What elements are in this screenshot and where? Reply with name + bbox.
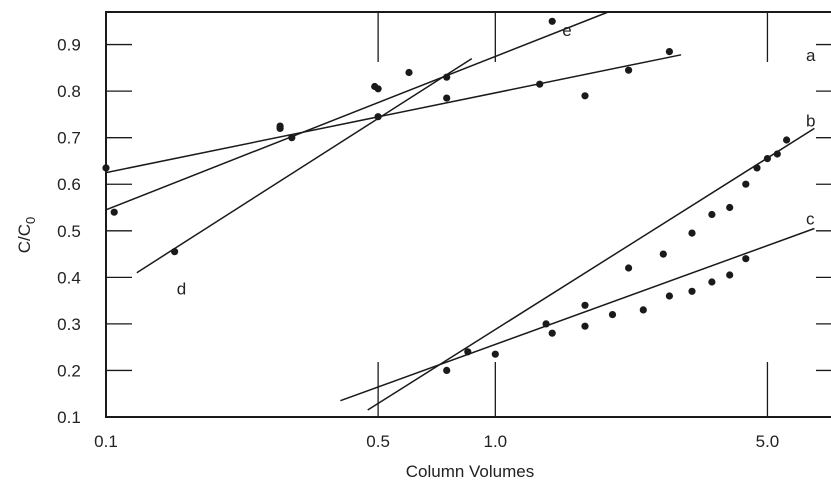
y-axis-title-main: C/C [15,224,34,253]
data-point-d [288,134,296,142]
data-point-a [665,48,674,56]
fit-line-a [105,54,682,174]
data-point-e [276,122,284,130]
data-point-c [491,350,499,358]
series-label-b: b [806,111,815,130]
data-point-b [763,155,772,163]
x-tick-label: 1.0 [484,432,508,451]
y-tick-label: 0.6 [57,175,81,194]
series-label-e: e [562,21,571,40]
data-point-b [742,180,750,188]
data-point-b [542,320,550,328]
data-point-e [110,208,118,216]
series-label-c: c [806,210,815,229]
data-point-c [608,311,617,319]
data-point-b [659,250,667,258]
data-point-b [783,136,791,144]
data-point-c [726,271,734,279]
y-tick-label: 0.9 [57,36,81,55]
fit-line-c [340,227,815,402]
data-point-d [405,68,413,77]
x-tick-label: 0.5 [366,432,390,451]
data-point-c [639,306,647,314]
y-tick-label: 0.5 [57,222,81,241]
data-point-c [548,329,556,337]
data-point-c [708,278,716,286]
y-tick-label: 0.1 [57,408,81,427]
data-point-c [688,287,696,295]
data-point-b [726,203,734,212]
series-labels: a b c d e [177,21,816,299]
x-tick-labels: 0.1 0.5 1.0 5.0 [94,432,779,451]
x-axis-title: Column Volumes [406,462,535,481]
fit-line-e [105,11,609,211]
data-point-b [581,301,589,309]
data-point-a [374,113,382,121]
data-point-b [753,164,761,172]
data-point-a [536,80,544,88]
x-tick-label: 0.1 [94,432,118,451]
data-point-b [773,150,781,158]
data-point-e [371,82,379,91]
data-point-b [443,366,451,374]
data-point-a [581,92,589,100]
data-point-c [665,292,674,300]
y-tick-label: 0.8 [57,82,81,101]
x-tick-label: 5.0 [756,432,780,451]
plot-frame [105,11,831,418]
data-point-b [708,210,716,219]
series-label-d: d [177,280,186,299]
data-point-e [548,17,556,25]
data-point-a [625,66,633,74]
fit-line-d [136,57,473,274]
data-point-b [625,264,633,272]
fit-lines [105,11,815,411]
data-point-a [443,94,451,102]
y-tick-label: 0.7 [57,129,81,148]
y-tick-labels: 0.1 0.2 0.3 0.4 0.5 0.6 0.7 0.8 0.9 [57,36,81,427]
fit-line-b [367,127,815,411]
data-point-c [742,255,750,263]
data-point-d [443,73,451,81]
data-point-c [581,322,589,330]
data-points [102,17,791,374]
y-tick-label: 0.4 [57,268,81,287]
axis-ticks [105,12,831,418]
y-tick-label: 0.3 [57,315,81,334]
y-axis-title-subscript: 0 [23,217,38,224]
y-tick-label: 0.2 [57,361,81,380]
series-label-a: a [806,46,816,65]
data-point-d [171,248,179,256]
data-point-b [688,229,696,237]
data-point-b [464,348,472,356]
y-axis-title: C/C0 [15,217,38,254]
